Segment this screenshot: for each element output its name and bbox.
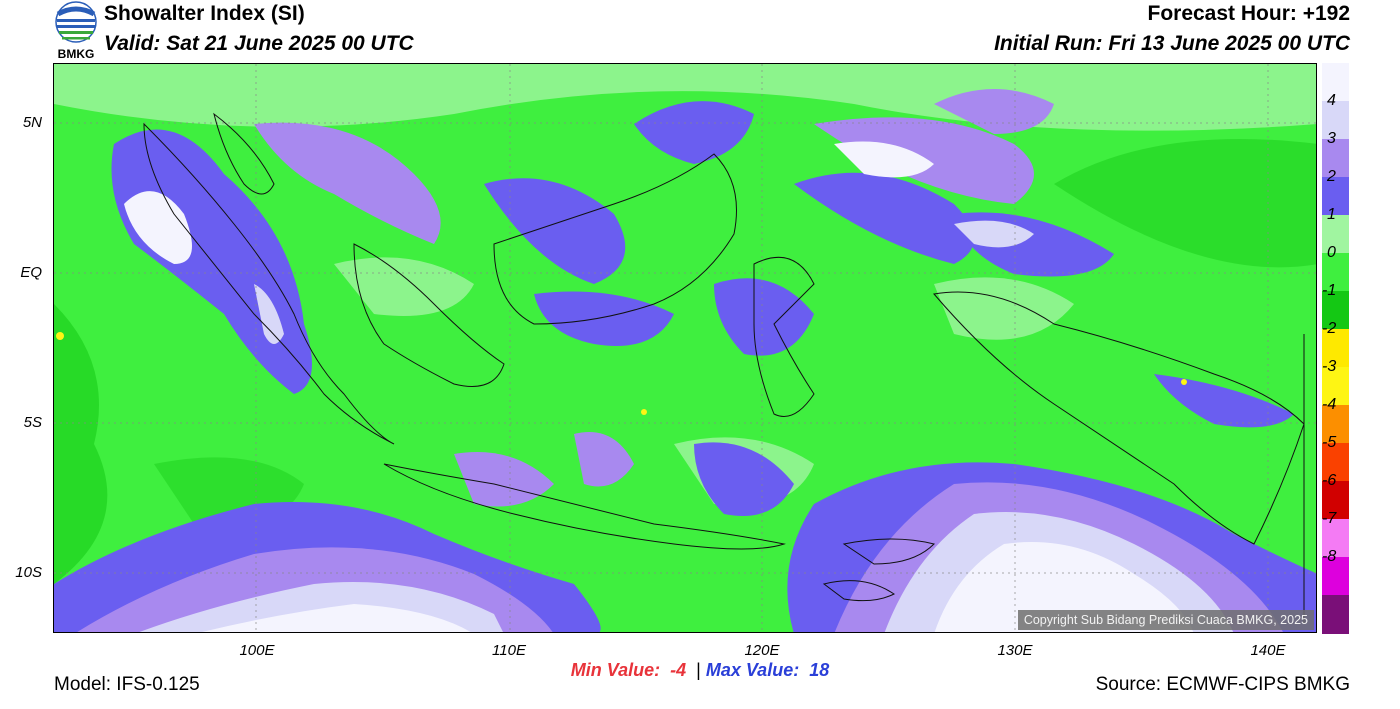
colorbar-label: -5 [1322, 434, 1337, 451]
colorbar [1322, 63, 1349, 634]
coastlines [143, 112, 1305, 624]
lat-label-5n: 5N [22, 114, 42, 131]
separator: | [696, 660, 701, 680]
lon-label-110e: 110E [492, 642, 526, 659]
bmkg-logo: BMKG [50, 0, 102, 62]
colorbar-swatch [1322, 481, 1349, 520]
lat-label-10s: 10S [15, 564, 42, 581]
map-panel: Copyright Sub Bidang Prediksi Cuaca BMKG… [53, 63, 1317, 633]
colorbar-label: 3 [1327, 130, 1336, 147]
lon-label-120e: 120E [744, 642, 780, 659]
colorbar-swatch [1322, 519, 1349, 558]
logo-text: BMKG [58, 47, 95, 61]
colorbar-label: -1 [1322, 282, 1337, 299]
lon-label-140e: 140E [1250, 642, 1286, 659]
colorbar-swatch [1322, 139, 1349, 178]
min-label: Min Value: [570, 660, 661, 680]
colorbar-label: -6 [1322, 472, 1337, 489]
forecast-hour: Forecast Hour: +192 [1147, 2, 1351, 25]
colorbar-swatch [1322, 253, 1349, 292]
colorbar-swatch [1322, 63, 1349, 102]
colorbar-label: 2 [1327, 168, 1336, 185]
lon-label-100e: 100E [239, 642, 275, 659]
initial-run: Initial Run: Fri 13 June 2025 00 UTC [994, 32, 1350, 55]
colorbar-label: -7 [1322, 510, 1337, 527]
max-label: Max Value: [705, 660, 800, 680]
colorbar-label: -4 [1322, 396, 1337, 413]
colorbar-swatch [1322, 329, 1349, 368]
colorbar-label: 4 [1327, 92, 1336, 109]
min-value: -4 [670, 660, 687, 680]
colorbar-label: -3 [1322, 358, 1337, 375]
colorbar-swatch [1322, 215, 1349, 254]
colorbar-swatch [1322, 595, 1349, 634]
colorbar-label: -2 [1322, 320, 1337, 337]
lat-label-5s: 5S [23, 414, 42, 431]
lon-label-130e: 130E [997, 642, 1033, 659]
map-title: Showalter Index (SI) [104, 2, 305, 25]
lat-label-eq: EQ [20, 264, 42, 281]
source-label: Source: ECMWF-CIPS BMKG [1095, 674, 1350, 695]
min-max-values: Min Value: -4 | Max Value: 18 [0, 660, 1400, 681]
colorbar-swatch [1322, 557, 1349, 596]
colorbar-swatch [1322, 101, 1349, 140]
colorbar-swatch [1322, 443, 1349, 482]
colorbar-swatch [1322, 291, 1349, 330]
copyright-note: Copyright Sub Bidang Prediksi Cuaca BMKG… [1017, 610, 1314, 630]
colorbar-swatch [1322, 177, 1349, 216]
colorbar-label: 1 [1327, 206, 1336, 223]
model-label: Model: IFS-0.125 [54, 674, 200, 695]
showalter-field [54, 64, 1316, 632]
max-value: 18 [809, 660, 830, 680]
colorbar-swatch [1322, 367, 1349, 406]
colorbar-label: -8 [1322, 548, 1337, 565]
valid-time: Valid: Sat 21 June 2025 00 UTC [104, 32, 414, 55]
colorbar-swatch [1322, 405, 1349, 444]
colorbar-label: 0 [1327, 244, 1336, 261]
